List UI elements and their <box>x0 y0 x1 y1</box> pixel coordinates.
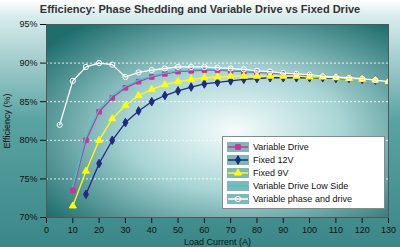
html-text:Variable Drive Low Side: Variable Drive Low Side <box>253 180 349 191</box>
svg-text:30: 30 <box>120 225 130 235</box>
html-text:Efficiency: Phase Shedding and: Efficiency: Phase Shedding and Variable … <box>39 3 361 15</box>
svg-text:95%: 95% <box>19 19 37 29</box>
svg-text:10: 10 <box>68 225 78 235</box>
svg-text:130: 130 <box>381 225 396 235</box>
svg-text:20: 20 <box>94 225 104 235</box>
svg-text:100: 100 <box>302 225 317 235</box>
svg-text:75%: 75% <box>19 174 37 184</box>
svg-text:Efficiency (%): Efficiency (%) <box>2 94 12 149</box>
html-text:Fixed 9V: Fixed 9V <box>253 167 289 178</box>
svg-text:70: 70 <box>226 225 236 235</box>
svg-text:80%: 80% <box>19 135 37 145</box>
svg-text:120: 120 <box>355 225 370 235</box>
html-text:Fixed 12V: Fixed 12V <box>253 154 294 165</box>
svg-text:90%: 90% <box>19 58 37 68</box>
svg-text:110: 110 <box>329 225 343 235</box>
svg-text:70%: 70% <box>19 212 37 222</box>
html-text:Variable phase and drive: Variable phase and drive <box>253 193 352 204</box>
svg-text:80: 80 <box>252 225 262 235</box>
svg-text:0: 0 <box>44 225 49 235</box>
svg-text:50: 50 <box>173 225 183 235</box>
svg-text:Load Current (A): Load Current (A) <box>184 237 251 247</box>
svg-text:60: 60 <box>199 225 209 235</box>
svg-text:40: 40 <box>147 225 157 235</box>
svg-text:90: 90 <box>278 225 288 235</box>
svg-text:85%: 85% <box>19 97 37 107</box>
html-text:Variable Drive: Variable Drive <box>253 141 309 152</box>
